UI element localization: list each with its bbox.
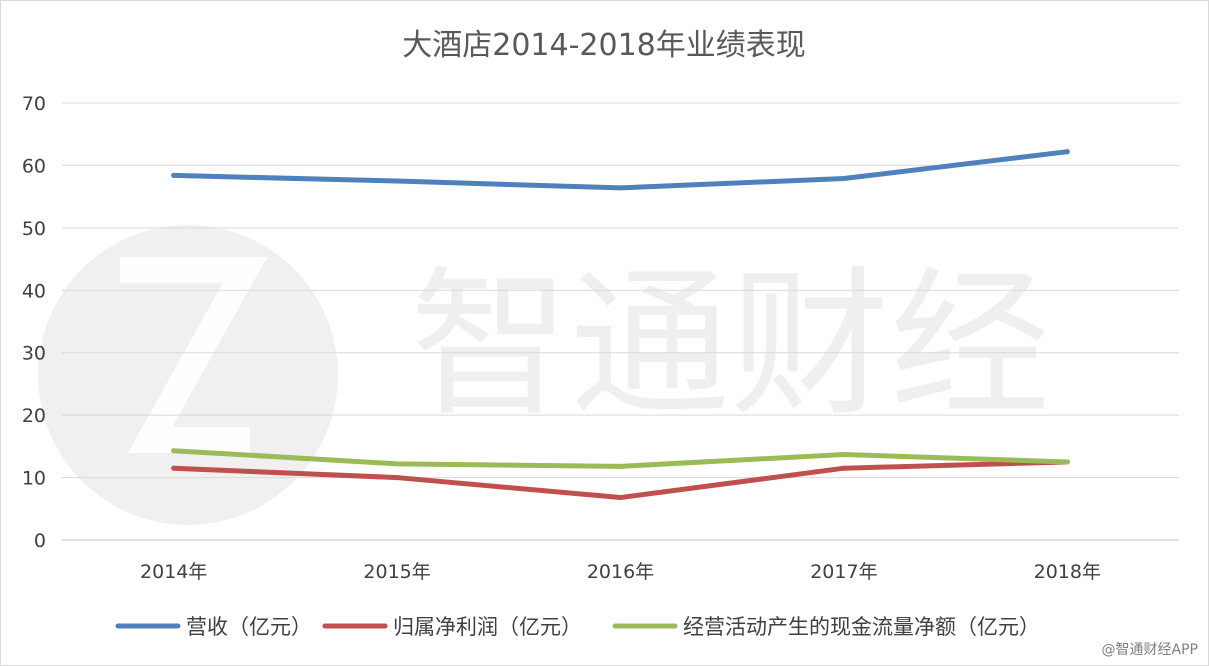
data-point — [171, 448, 177, 454]
data-point — [618, 185, 623, 191]
watermark-credit: @智通财经APP — [1102, 642, 1198, 658]
data-point — [618, 463, 623, 469]
legend-label: 营收（亿元） — [186, 615, 312, 639]
x-tick-label: 2015年 — [363, 561, 430, 583]
y-tick-label: 60 — [22, 155, 46, 177]
data-point — [171, 172, 177, 178]
series-line-0 — [171, 149, 1070, 191]
y-tick-label: 70 — [22, 93, 46, 115]
series-lines — [171, 149, 1070, 501]
data-point — [841, 465, 847, 471]
y-tick-label: 0 — [34, 530, 46, 552]
chart-title: 大酒店2014-2018年业绩表现 — [402, 28, 806, 63]
y-tick-label: 30 — [22, 343, 46, 365]
legend: 营收（亿元） 归属净利润（亿元） 经营活动产生的现金流量净额（亿元） — [115, 615, 1040, 639]
watermark-logo — [38, 225, 338, 525]
x-tick-label: 2014年 — [140, 561, 207, 583]
data-point — [171, 465, 177, 471]
x-axis: 2014年 2015年 2016年 2017年 2018年 — [140, 561, 1101, 583]
data-point — [841, 451, 847, 457]
legend-label: 经营活动产生的现金流量净额（亿元） — [683, 615, 1040, 639]
y-axis: 0 10 20 30 40 50 60 70 — [22, 93, 46, 552]
y-tick-label: 20 — [22, 405, 46, 427]
x-tick-label: 2017年 — [810, 561, 877, 583]
data-point — [841, 176, 847, 182]
legend-label: 归属净利润（亿元） — [393, 615, 582, 639]
data-point — [1064, 149, 1070, 155]
y-tick-label: 40 — [22, 280, 46, 302]
y-tick-label: 10 — [22, 468, 46, 490]
data-point — [394, 461, 400, 467]
data-point — [618, 495, 623, 501]
x-tick-label: 2016年 — [587, 561, 654, 583]
y-tick-label: 50 — [22, 218, 46, 240]
gridlines — [62, 102, 1179, 541]
data-point — [394, 178, 400, 184]
x-tick-label: 2018年 — [1034, 561, 1101, 583]
data-point — [1064, 459, 1070, 465]
data-point — [394, 475, 400, 481]
watermark-text: 智通财经 — [410, 251, 1050, 438]
